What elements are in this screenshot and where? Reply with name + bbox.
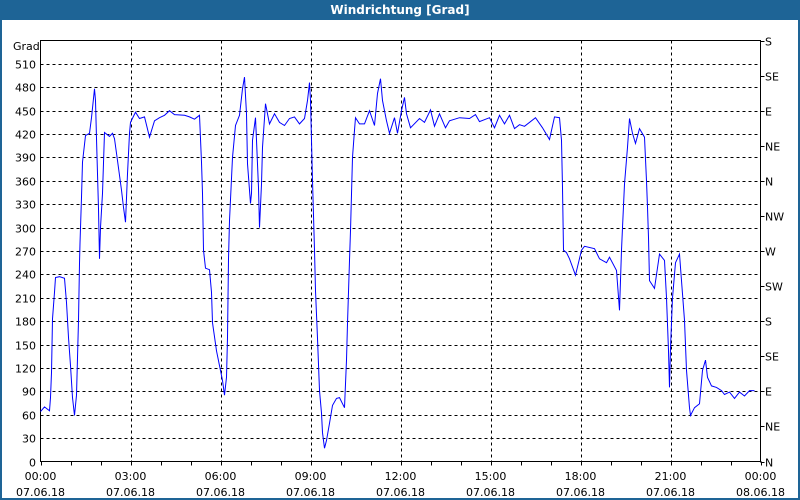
x-tick-date: 07.06.18 [16, 486, 65, 499]
right-tick-labels: N NE E SE S SW W NW N NE E SE S [765, 36, 784, 470]
window-title: Windrichtung [Grad] [2, 0, 798, 20]
right-tick-label: N [765, 457, 773, 470]
y-tick-label: 120 [15, 363, 36, 376]
series-line [40, 77, 755, 449]
x-tick-date: 07.06.18 [106, 486, 155, 499]
x-tick-date: 07.06.18 [646, 486, 695, 499]
y-tick-label: 360 [15, 176, 36, 189]
y-tick-label: 240 [15, 269, 36, 282]
x-tick-time: 18:00 [565, 470, 597, 483]
x-tick-date: 07.06.18 [196, 486, 245, 499]
x-tick-time: 00:00 [25, 470, 57, 483]
x-tick-time: 00:00 [745, 470, 777, 483]
right-tick-label: S [765, 316, 772, 329]
y-tick-label: 300 [15, 223, 36, 236]
x-tick-labels: 00:00 07.06.18 03:00 07.06.18 06:00 07.06.18 0… [16, 470, 785, 499]
plot-frame [40, 40, 761, 462]
grid [40, 40, 765, 466]
right-tick-label: NE [765, 141, 780, 154]
y-axis-label: Grad [13, 40, 40, 53]
x-tick-date: 08.06.18 [736, 486, 785, 499]
y-tick-label: 210 [15, 293, 36, 306]
right-tick-label: SE [765, 71, 779, 84]
y-tick-label: 60 [22, 410, 36, 423]
right-tick-label: E [765, 386, 772, 399]
right-tick-label: E [765, 106, 772, 119]
right-tick-label: N [765, 176, 773, 189]
x-tick-time: 12:00 [385, 470, 417, 483]
x-tick-time: 03:00 [115, 470, 147, 483]
y-tick-label: 90 [22, 386, 36, 399]
right-tick-label: NW [765, 211, 784, 224]
x-tick-time: 21:00 [655, 470, 687, 483]
right-tick-label: SW [765, 281, 783, 294]
y-tick-label: 150 [15, 340, 36, 353]
y-tick-label: 450 [15, 106, 36, 119]
x-tick-date: 07.06.18 [466, 486, 515, 499]
right-tick-label: W [765, 246, 776, 259]
y-tick-label: 180 [15, 316, 36, 329]
y-tick-label: 270 [15, 246, 36, 259]
x-tick-time: 15:00 [475, 470, 507, 483]
right-tick-label: NE [765, 421, 780, 434]
y-tick-label: 330 [15, 199, 36, 212]
x-tick-time: 06:00 [205, 470, 237, 483]
x-tick-date: 07.06.18 [376, 486, 425, 499]
x-tick-date: 07.06.18 [556, 486, 605, 499]
y-tick-labels: 0 30 60 90 120 150 180 210 240 270 300 330 360 390 420… [15, 59, 36, 470]
y-tick-label: 510 [15, 59, 36, 72]
y-tick-label: 30 [22, 433, 36, 446]
x-tick-date: 07.06.18 [286, 486, 335, 499]
y-tick-label: 390 [15, 152, 36, 165]
y-tick-label: 480 [15, 82, 36, 95]
x-tick-time: 09:00 [295, 470, 327, 483]
y-tick-label: 420 [15, 129, 36, 142]
y-tick-label: 0 [29, 457, 36, 470]
right-tick-label: S [765, 36, 772, 49]
right-tick-label: SE [765, 351, 779, 364]
